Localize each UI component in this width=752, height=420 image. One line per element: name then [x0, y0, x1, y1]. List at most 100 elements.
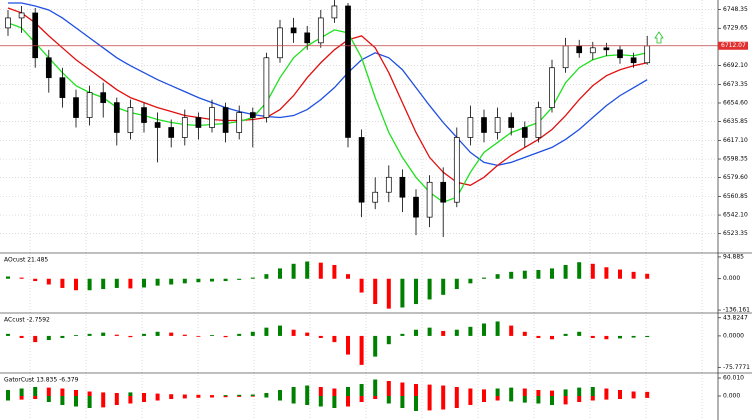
histogram-bar	[114, 334, 119, 336]
histogram-bar	[318, 262, 323, 279]
histogram-bar	[386, 396, 391, 404]
histogram-bar	[373, 278, 378, 305]
histogram-bar	[142, 333, 146, 336]
candle-body	[467, 117, 474, 138]
histogram-bar	[305, 385, 310, 397]
histogram-bar	[87, 333, 92, 336]
histogram-bar	[631, 271, 636, 279]
histogram-bar	[33, 396, 38, 400]
histogram-bar	[400, 333, 405, 336]
histogram-bar	[332, 335, 337, 343]
histogram-bar	[509, 396, 514, 402]
candle-body	[317, 17, 324, 44]
histogram-bar	[495, 274, 500, 279]
y-tick-label: 0.000	[723, 393, 740, 400]
histogram-bar	[182, 334, 187, 336]
histogram-bar	[237, 278, 242, 280]
candle-body	[481, 117, 487, 133]
histogram-bar	[169, 278, 174, 285]
histogram-bar	[577, 262, 582, 279]
candle-body	[372, 191, 379, 203]
histogram-bar	[332, 264, 337, 279]
histogram-bar	[305, 396, 310, 406]
histogram-bar	[332, 388, 337, 397]
histogram-bar	[305, 332, 310, 336]
histogram-bar	[441, 385, 446, 397]
histogram-bar	[196, 335, 201, 337]
histogram-bar	[454, 329, 459, 336]
histogram-bar	[19, 388, 24, 397]
histogram-bar	[536, 335, 541, 338]
histogram-bar	[6, 390, 10, 397]
y-tick-label: 6635.85	[723, 118, 748, 125]
histogram-bar	[291, 396, 296, 404]
histogram-bar	[645, 335, 650, 338]
histogram-bar	[482, 396, 486, 403]
histogram-bar	[33, 387, 38, 397]
histogram-bar	[169, 332, 174, 336]
histogram-bar	[618, 335, 622, 339]
histogram-bar	[618, 269, 622, 279]
histogram-bar	[618, 390, 622, 397]
histogram-bar	[590, 396, 595, 401]
histogram-bar	[495, 388, 500, 397]
candle-body	[453, 137, 460, 203]
histogram-bar	[468, 326, 473, 336]
histogram-bar	[101, 396, 106, 408]
histogram-bar	[509, 387, 514, 397]
candle-body	[86, 92, 93, 118]
panel-title: GatorCust 13.835 -6.379	[4, 377, 79, 384]
candle-body	[549, 67, 555, 108]
histogram-bar	[87, 278, 92, 291]
histogram-bar	[414, 396, 418, 412]
histogram-bar	[264, 396, 269, 398]
candle-body	[358, 137, 365, 203]
y-tick-label: 6598.35	[723, 156, 748, 163]
histogram-bar	[46, 396, 51, 403]
histogram-bar	[604, 388, 609, 397]
histogram-bar	[278, 325, 282, 336]
candle-body	[562, 45, 569, 69]
histogram-bar	[359, 396, 364, 403]
candle-body	[73, 97, 79, 118]
candle-body	[589, 47, 596, 54]
histogram-bar	[250, 394, 255, 397]
histogram-bar	[19, 277, 24, 279]
histogram-bar	[210, 395, 214, 397]
histogram-bar	[46, 335, 51, 341]
histogram-bar	[427, 384, 432, 397]
histogram-bar	[550, 390, 554, 397]
histogram-bar	[522, 270, 527, 279]
y-tick-label: 6617.10	[723, 137, 748, 144]
histogram-bar	[645, 391, 650, 397]
histogram-bar	[631, 396, 636, 399]
candle-body	[127, 107, 134, 133]
y-tick-label: 6673.35	[723, 81, 748, 88]
candle-body	[331, 5, 338, 19]
histogram-bar	[182, 394, 187, 397]
candle-body	[209, 107, 215, 128]
histogram-bar	[114, 278, 119, 288]
histogram-bar	[536, 270, 541, 279]
histogram-bar	[373, 396, 378, 400]
histogram-bar	[631, 335, 636, 338]
histogram-bar	[19, 396, 24, 400]
y-tick-label: 6579.60	[723, 174, 748, 181]
fractal-arrow	[654, 31, 664, 44]
candle-body	[113, 102, 120, 133]
histogram-bar	[590, 335, 595, 338]
histogram-bar	[128, 278, 133, 289]
candle-body	[168, 127, 175, 138]
current-price-label: 6712.07	[721, 42, 746, 49]
histogram-bar	[250, 331, 255, 336]
histogram-bar	[19, 335, 24, 338]
histogram-bar	[536, 396, 541, 404]
histogram-bar	[60, 335, 65, 338]
y-tick-label: 6692.10	[723, 62, 748, 69]
histogram-bar	[101, 278, 106, 290]
histogram-bar	[264, 274, 269, 279]
histogram-bar	[468, 278, 473, 284]
histogram-bar	[604, 267, 609, 279]
